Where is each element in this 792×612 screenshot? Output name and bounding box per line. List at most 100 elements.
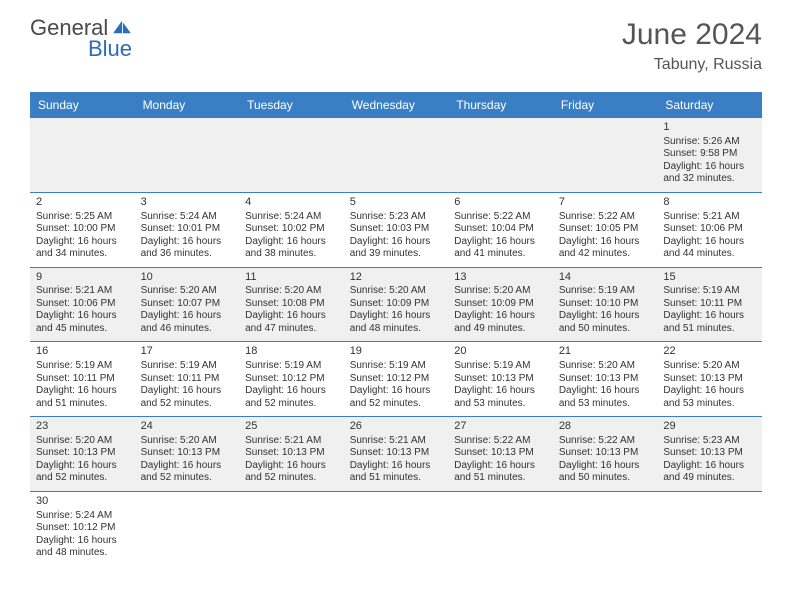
calendar-day: 24Sunrise: 5:20 AMSunset: 10:13 PMDaylig… — [135, 417, 240, 492]
calendar-day: 6Sunrise: 5:22 AMSunset: 10:04 PMDayligh… — [448, 192, 553, 267]
sunset-text: Sunset: 10:13 PM — [663, 447, 756, 460]
day-number: 5 — [350, 196, 443, 210]
calendar-day: 19Sunrise: 5:19 AMSunset: 10:12 PMDaylig… — [344, 342, 449, 417]
calendar-empty — [448, 491, 553, 565]
sunset-text: Sunset: 10:13 PM — [350, 447, 443, 460]
sunrise-text: Sunrise: 5:21 AM — [663, 211, 756, 224]
sunrise-text: Sunrise: 5:22 AM — [559, 211, 652, 224]
sunset-text: Sunset: 10:12 PM — [350, 373, 443, 386]
sunrise-text: Sunrise: 5:26 AM — [663, 136, 756, 149]
calendar-empty — [135, 491, 240, 565]
calendar-day: 14Sunrise: 5:19 AMSunset: 10:10 PMDaylig… — [553, 267, 658, 342]
header: GeneralBlue June 2024 Tabuny, Russia — [0, 0, 792, 84]
calendar-day: 18Sunrise: 5:19 AMSunset: 10:12 PMDaylig… — [239, 342, 344, 417]
day-number: 20 — [454, 345, 547, 359]
day-number: 11 — [245, 271, 338, 285]
daylight-text: Daylight: 16 hours and 32 minutes. — [663, 161, 756, 186]
calendar-day: 4Sunrise: 5:24 AMSunset: 10:02 PMDayligh… — [239, 192, 344, 267]
calendar-empty — [344, 491, 449, 565]
calendar-empty — [553, 118, 658, 192]
day-number: 10 — [141, 271, 234, 285]
sunrise-text: Sunrise: 5:25 AM — [36, 211, 129, 224]
daylight-text: Daylight: 16 hours and 53 minutes. — [663, 385, 756, 410]
calendar-empty — [448, 118, 553, 192]
daylight-text: Daylight: 16 hours and 53 minutes. — [559, 385, 652, 410]
calendar-day: 5Sunrise: 5:23 AMSunset: 10:03 PMDayligh… — [344, 192, 449, 267]
sunrise-text: Sunrise: 5:24 AM — [245, 211, 338, 224]
calendar-empty — [30, 118, 135, 192]
day-header: Saturday — [657, 92, 762, 118]
day-number: 23 — [36, 420, 129, 434]
calendar-day: 30Sunrise: 5:24 AMSunset: 10:12 PMDaylig… — [30, 491, 135, 565]
calendar-empty — [657, 491, 762, 565]
calendar-day: 7Sunrise: 5:22 AMSunset: 10:05 PMDayligh… — [553, 192, 658, 267]
sunrise-text: Sunrise: 5:20 AM — [454, 285, 547, 298]
sunrise-text: Sunrise: 5:19 AM — [454, 360, 547, 373]
sunrise-text: Sunrise: 5:22 AM — [454, 211, 547, 224]
day-number: 27 — [454, 420, 547, 434]
calendar-day: 17Sunrise: 5:19 AMSunset: 10:11 PMDaylig… — [135, 342, 240, 417]
location: Tabuny, Russia — [622, 56, 762, 74]
day-number: 1 — [663, 121, 756, 135]
daylight-text: Daylight: 16 hours and 47 minutes. — [245, 310, 338, 335]
sunset-text: Sunset: 10:11 PM — [141, 373, 234, 386]
calendar-week: 9Sunrise: 5:21 AMSunset: 10:06 PMDayligh… — [30, 267, 762, 342]
sunrise-text: Sunrise: 5:19 AM — [559, 285, 652, 298]
sunset-text: Sunset: 10:13 PM — [454, 373, 547, 386]
day-number: 26 — [350, 420, 443, 434]
sunrise-text: Sunrise: 5:21 AM — [350, 435, 443, 448]
day-number: 12 — [350, 271, 443, 285]
sunset-text: Sunset: 10:06 PM — [36, 298, 129, 311]
day-number: 21 — [559, 345, 652, 359]
day-header-row: Sunday Monday Tuesday Wednesday Thursday… — [30, 92, 762, 118]
calendar-day: 11Sunrise: 5:20 AMSunset: 10:08 PMDaylig… — [239, 267, 344, 342]
day-number: 3 — [141, 196, 234, 210]
daylight-text: Daylight: 16 hours and 49 minutes. — [663, 460, 756, 485]
sunset-text: Sunset: 10:13 PM — [36, 447, 129, 460]
calendar-table: Sunday Monday Tuesday Wednesday Thursday… — [30, 92, 762, 566]
calendar-empty — [553, 491, 658, 565]
calendar-day: 15Sunrise: 5:19 AMSunset: 10:11 PMDaylig… — [657, 267, 762, 342]
daylight-text: Daylight: 16 hours and 52 minutes. — [141, 385, 234, 410]
sail-icon — [111, 19, 133, 35]
sunset-text: Sunset: 10:10 PM — [559, 298, 652, 311]
sunset-text: Sunset: 10:13 PM — [559, 447, 652, 460]
calendar-day: 25Sunrise: 5:21 AMSunset: 10:13 PMDaylig… — [239, 417, 344, 492]
calendar-day: 3Sunrise: 5:24 AMSunset: 10:01 PMDayligh… — [135, 192, 240, 267]
sunset-text: Sunset: 10:13 PM — [454, 447, 547, 460]
sunrise-text: Sunrise: 5:20 AM — [663, 360, 756, 373]
day-number: 17 — [141, 345, 234, 359]
calendar-week: 23Sunrise: 5:20 AMSunset: 10:13 PMDaylig… — [30, 417, 762, 492]
calendar-empty — [135, 118, 240, 192]
sunset-text: Sunset: 10:09 PM — [350, 298, 443, 311]
daylight-text: Daylight: 16 hours and 52 minutes. — [141, 460, 234, 485]
calendar-day: 21Sunrise: 5:20 AMSunset: 10:13 PMDaylig… — [553, 342, 658, 417]
sunset-text: Sunset: 10:09 PM — [454, 298, 547, 311]
calendar-day: 23Sunrise: 5:20 AMSunset: 10:13 PMDaylig… — [30, 417, 135, 492]
daylight-text: Daylight: 16 hours and 52 minutes. — [245, 460, 338, 485]
daylight-text: Daylight: 16 hours and 51 minutes. — [36, 385, 129, 410]
day-number: 14 — [559, 271, 652, 285]
sunset-text: Sunset: 10:13 PM — [559, 373, 652, 386]
sunset-text: Sunset: 10:13 PM — [141, 447, 234, 460]
day-header: Thursday — [448, 92, 553, 118]
sunset-text: Sunset: 10:12 PM — [36, 522, 129, 535]
day-header: Sunday — [30, 92, 135, 118]
calendar-day: 26Sunrise: 5:21 AMSunset: 10:13 PMDaylig… — [344, 417, 449, 492]
sunset-text: Sunset: 10:07 PM — [141, 298, 234, 311]
calendar-day: 8Sunrise: 5:21 AMSunset: 10:06 PMDayligh… — [657, 192, 762, 267]
sunrise-text: Sunrise: 5:21 AM — [245, 435, 338, 448]
sunrise-text: Sunrise: 5:24 AM — [36, 510, 129, 523]
daylight-text: Daylight: 16 hours and 52 minutes. — [245, 385, 338, 410]
day-number: 29 — [663, 420, 756, 434]
daylight-text: Daylight: 16 hours and 49 minutes. — [454, 310, 547, 335]
sunrise-text: Sunrise: 5:20 AM — [36, 435, 129, 448]
daylight-text: Daylight: 16 hours and 42 minutes. — [559, 236, 652, 261]
calendar-day: 1Sunrise: 5:26 AMSunset: 9:58 PMDaylight… — [657, 118, 762, 192]
calendar-empty — [344, 118, 449, 192]
sunset-text: Sunset: 10:13 PM — [245, 447, 338, 460]
daylight-text: Daylight: 16 hours and 44 minutes. — [663, 236, 756, 261]
day-number: 30 — [36, 495, 129, 509]
day-number: 15 — [663, 271, 756, 285]
daylight-text: Daylight: 16 hours and 52 minutes. — [36, 460, 129, 485]
